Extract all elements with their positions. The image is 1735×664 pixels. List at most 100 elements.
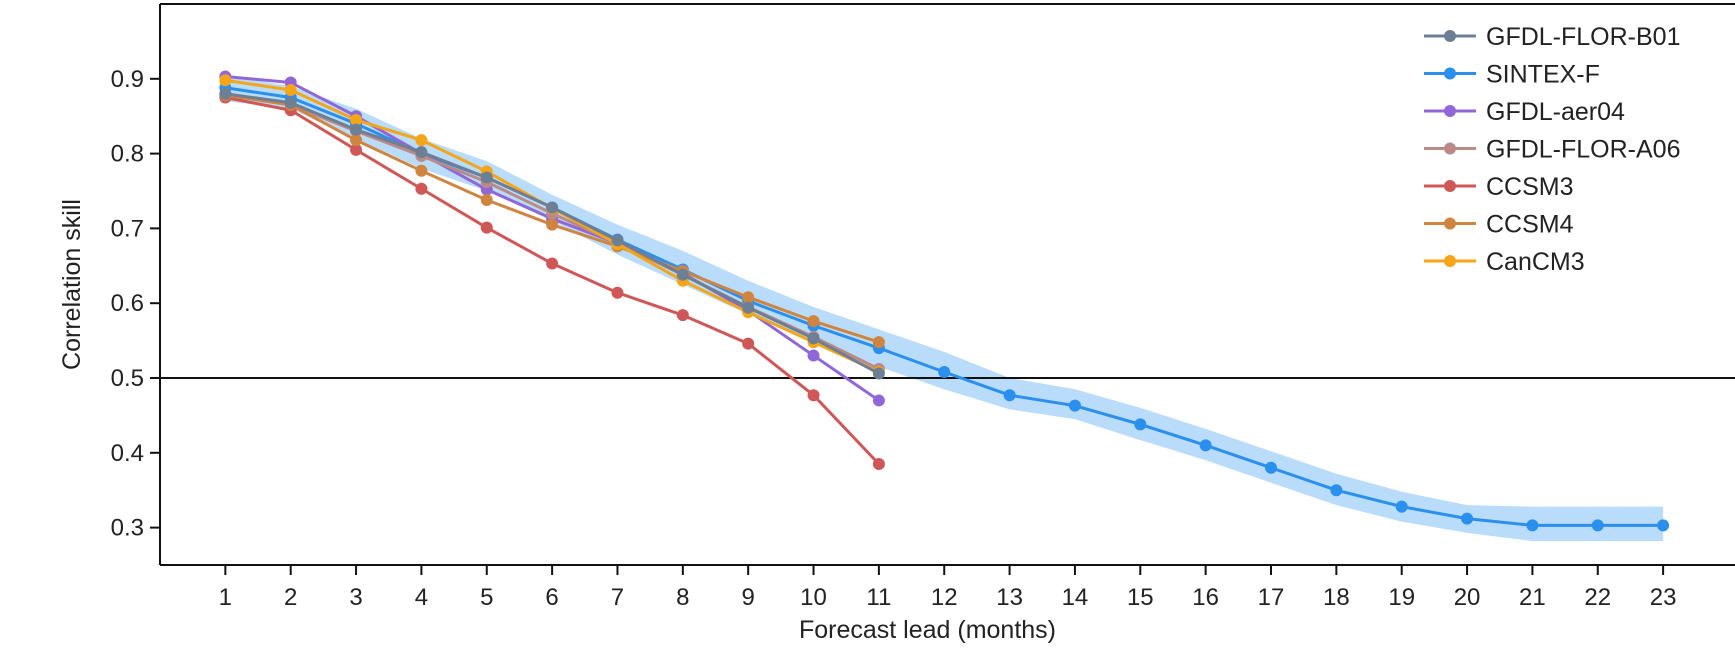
y-tick-label: 0.9	[111, 66, 144, 93]
legend-item-gfdl-flor-b01: GFDL-FLOR-B01	[1424, 23, 1680, 51]
gfdl-flor-b01-point	[807, 332, 820, 345]
legend-label: CCSM4	[1486, 211, 1574, 239]
legend-label: SINTEX-F	[1486, 61, 1600, 89]
ccsm4-point	[415, 164, 428, 177]
legend-swatch-marker	[1444, 255, 1456, 267]
sintex-f-point	[1591, 519, 1604, 532]
series-gfdl-flor-b01	[219, 87, 885, 380]
cancm3-point	[219, 74, 232, 87]
x-tick-label: 22	[1584, 584, 1611, 611]
x-tick-label: 14	[1062, 584, 1089, 611]
sintex-f-point	[1526, 519, 1539, 532]
legend-item-ccsm4: CCSM4	[1424, 211, 1574, 239]
ccsm3-point	[807, 389, 820, 402]
gfdl-flor-b01-point	[742, 301, 755, 314]
x-tick-label: 4	[415, 584, 428, 611]
x-tick-label: 5	[480, 584, 493, 611]
y-tick-label: 0.7	[111, 215, 144, 242]
sintex-f-point	[1134, 418, 1147, 431]
legend-label: GFDL-FLOR-A06	[1486, 136, 1680, 164]
x-tick-label: 8	[676, 584, 689, 611]
y-tick-label: 0.5	[111, 365, 144, 392]
ccsm3-point	[415, 182, 428, 195]
legend-label: CCSM3	[1486, 173, 1574, 201]
confidence-band-layer	[225, 75, 1664, 542]
y-axis-title: Correlation skill	[58, 199, 86, 370]
x-tick-label: 16	[1192, 584, 1219, 611]
legend-swatch-marker	[1444, 105, 1456, 117]
sintex-f-point	[1461, 512, 1474, 525]
x-tick-label: 19	[1388, 584, 1415, 611]
x-tick-label: 10	[800, 584, 827, 611]
legend-label: GFDL-FLOR-B01	[1486, 23, 1680, 51]
gfdl-flor-b01-point	[546, 201, 559, 214]
gfdl-flor-b01-point	[480, 171, 493, 184]
series-layer	[219, 70, 1670, 532]
sintex-f-point	[1199, 439, 1212, 452]
gfdl-aer04-line	[225, 75, 880, 402]
x-tick-label: 7	[611, 584, 624, 611]
sintex-f-point	[1003, 389, 1016, 402]
ccsm3-point	[872, 458, 885, 471]
series-gfdl-flor-a06	[219, 87, 885, 376]
y-tick-label: 0.6	[111, 290, 144, 317]
x-tick-label: 3	[349, 584, 362, 611]
ccsm4-point	[807, 315, 820, 328]
ccsm3-point	[480, 221, 493, 234]
legend-swatch-marker	[1444, 30, 1456, 42]
legend-swatch-marker	[1444, 180, 1456, 192]
x-tick-label: 15	[1127, 584, 1154, 611]
x-tick-label: 21	[1519, 584, 1546, 611]
legend-item-gfdl-aer04: GFDL-aer04	[1424, 98, 1625, 126]
ccsm4-point	[546, 218, 559, 231]
axes-layer: 0.30.40.50.60.70.80.91 2 3 4 5 6 7 8 9 10 11 12 13 14…	[111, 3, 1735, 611]
cancm3-point	[415, 134, 428, 147]
x-tick-label: 18	[1323, 584, 1350, 611]
x-axis-title: Forecast lead (months)	[799, 616, 1056, 644]
x-tick-label: 12	[931, 584, 958, 611]
gfdl-flor-b01-point	[676, 268, 689, 281]
gfdl-aer04-point	[872, 394, 885, 407]
ccsm4-point	[350, 134, 363, 147]
ccsm4-point	[480, 193, 493, 206]
x-tick-label: 11	[866, 584, 891, 611]
cancm3-point	[350, 113, 363, 126]
ccsm4-point	[742, 291, 755, 304]
y-tick-label: 0.3	[111, 515, 144, 542]
x-tick-label: 13	[996, 584, 1023, 611]
x-tick-label: 23	[1650, 584, 1677, 611]
ccsm3-point	[611, 286, 624, 299]
legend-label: GFDL-aer04	[1486, 98, 1625, 126]
legend-swatch-marker	[1444, 217, 1456, 230]
legend: GFDL-FLOR-B01 SINTEX-F GFDL-aer04 GFDL-FLOR…	[1424, 23, 1680, 276]
legend-item-sintex-f: SINTEX-F	[1424, 61, 1600, 89]
x-tick-label: 2	[284, 584, 297, 611]
y-tick-label: 0.8	[111, 141, 144, 168]
x-tick-label: 20	[1454, 584, 1481, 611]
y-tick-label: 0.4	[111, 440, 144, 467]
cancm3-point	[284, 84, 297, 97]
x-tick-label: 17	[1258, 584, 1285, 611]
x-tick-label: 1	[219, 584, 232, 611]
ccsm4-point	[872, 336, 885, 349]
sintex-f-point	[1264, 461, 1277, 474]
sintex-f-confidence-band	[225, 75, 1664, 542]
series-ccsm3	[219, 91, 885, 471]
gfdl-flor-b01-point	[284, 96, 297, 109]
x-tick-label: 6	[545, 584, 558, 611]
ccsm3-line	[225, 96, 880, 466]
sintex-f-point	[1068, 399, 1081, 412]
sintex-f-point	[1330, 484, 1343, 497]
legend-item-gfdl-flor-a06: GFDL-FLOR-A06	[1424, 136, 1680, 164]
x-tick-label: 9	[741, 584, 754, 611]
gfdl-flor-b01-point	[350, 123, 363, 136]
legend-item-ccsm3: CCSM3	[1424, 173, 1574, 201]
ccsm3-point	[350, 143, 363, 156]
gfdl-flor-b01-point	[415, 146, 428, 159]
gfdl-flor-b01-point	[219, 87, 232, 100]
gfdl-flor-b01-point	[611, 234, 624, 247]
legend-swatch-marker	[1444, 142, 1456, 155]
gfdl-aer04-point	[807, 349, 820, 362]
sintex-f-point	[1395, 500, 1408, 513]
